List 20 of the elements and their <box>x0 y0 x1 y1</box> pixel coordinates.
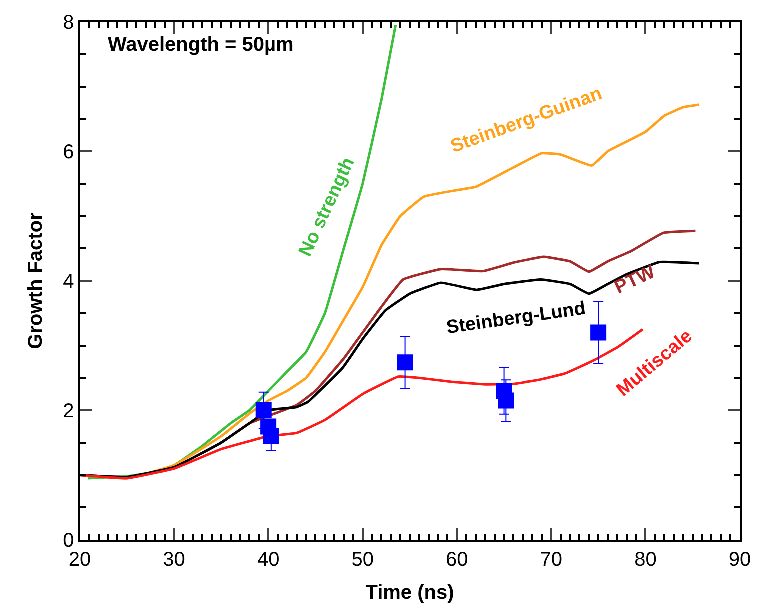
y-tick-label: 2 <box>63 400 74 422</box>
point <box>498 392 514 409</box>
y-tick-label: 8 <box>63 12 74 34</box>
y-tick-label: 4 <box>63 271 74 293</box>
x-tick-label: 70 <box>540 548 563 571</box>
point <box>397 354 414 371</box>
point <box>256 402 272 418</box>
x-tick-label: 30 <box>163 548 186 571</box>
x-axis-title: Time (ns) <box>366 582 454 604</box>
y-axis-title: Growth Factor <box>25 212 48 350</box>
annotation: Wavelength = 50µm <box>108 34 294 56</box>
x-tick-label: 40 <box>257 548 280 571</box>
x-tick-label: 90 <box>728 548 752 571</box>
x-tick-label: 80 <box>634 548 657 571</box>
point <box>263 428 280 444</box>
text: PTW <box>612 262 659 299</box>
point <box>590 324 607 341</box>
x-tick-label: 50 <box>352 548 374 571</box>
x-tick-label: 60 <box>446 548 468 571</box>
y-tick-label: 6 <box>63 142 74 164</box>
